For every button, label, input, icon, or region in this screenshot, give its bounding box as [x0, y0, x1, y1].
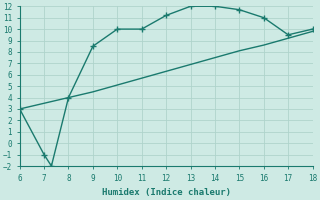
X-axis label: Humidex (Indice chaleur): Humidex (Indice chaleur): [102, 188, 231, 197]
